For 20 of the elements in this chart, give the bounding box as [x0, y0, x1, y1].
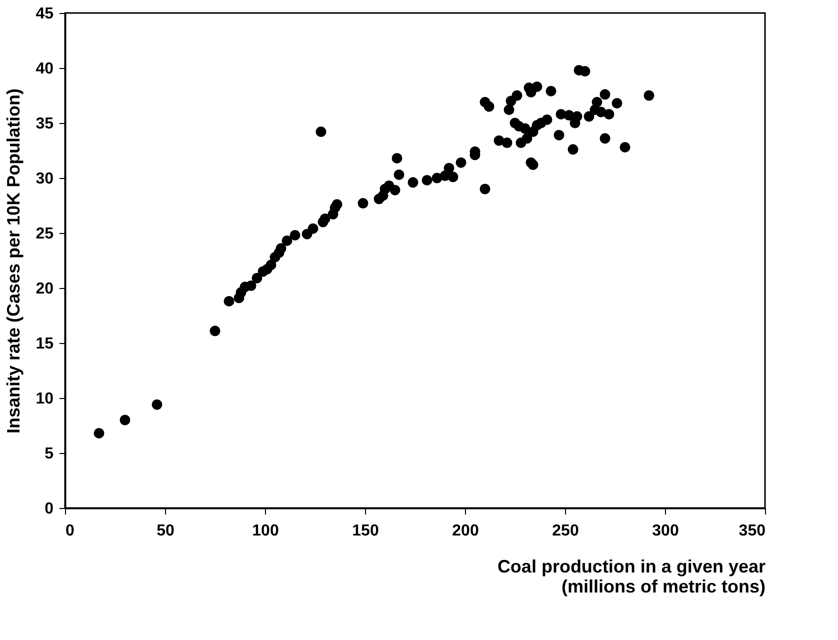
y-tick-label: 20 [36, 280, 54, 298]
x-tick-label: 150 [352, 522, 379, 540]
y-tick-label: 35 [36, 116, 54, 132]
y-tick-label: 5 [44, 446, 54, 462]
y-axis-title: Insanity rate (Cases per 10K Population) [4, 88, 24, 434]
y-tick-label: 30 [36, 170, 54, 188]
x-tick-label: 300 [652, 522, 679, 540]
y-tick-label: 0 [44, 500, 54, 518]
x-axis-title: Coal production in a given year (millions of metric tons) [497, 556, 766, 596]
y-tick-label: 10 [36, 390, 54, 408]
y-tick-label: 40 [36, 60, 54, 78]
x-tick-label: 0 [66, 522, 74, 540]
x-tick-label: 100 [252, 522, 279, 540]
y-tick-label: 15 [36, 336, 54, 352]
x-tick-label: 200 [452, 522, 479, 540]
x-tick-label: 250 [552, 522, 579, 540]
x-tick-label: 50 [156, 522, 174, 540]
y-tick-label: 25 [36, 226, 54, 242]
x-tick-label: 350 [738, 522, 766, 540]
y-tick-label: 45 [36, 6, 54, 22]
